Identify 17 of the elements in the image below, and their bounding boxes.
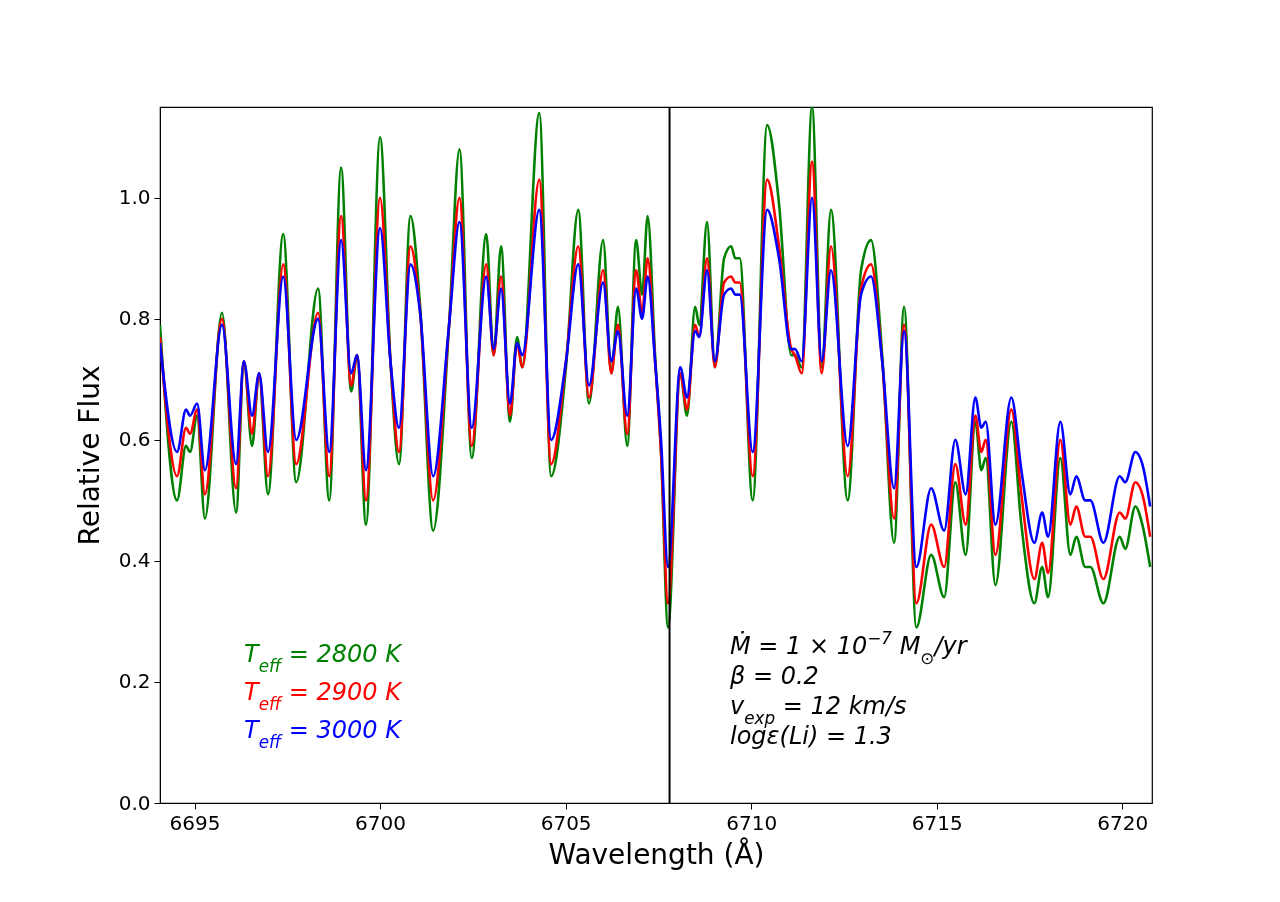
x-tick-label: 6705 bbox=[540, 810, 592, 835]
text: T$_{eff}$ = 3000 K bbox=[244, 716, 404, 752]
x-tick-label: 6700 bbox=[355, 810, 407, 835]
y-tick-label: 0.4 bbox=[118, 548, 151, 573]
x-axis-title: Wavelength (Å) bbox=[548, 836, 765, 871]
y-tick-label: 1.0 bbox=[118, 185, 151, 210]
y-tick-label: 0.6 bbox=[118, 427, 151, 452]
x-tick-label: 6695 bbox=[169, 810, 221, 835]
x-tick-label: 6720 bbox=[1097, 810, 1149, 835]
x-tick-label: 6710 bbox=[726, 810, 778, 835]
x-tick-label: 6715 bbox=[911, 810, 963, 835]
text: T$_{eff}$ = 2800 K bbox=[244, 640, 404, 676]
y-tick-label: 0.8 bbox=[118, 306, 151, 331]
text: T$_{eff}$ = 2900 K bbox=[244, 678, 404, 714]
y-tick-label: 0.0 bbox=[118, 790, 151, 815]
y-axis-title: Relative Flux bbox=[72, 365, 106, 546]
y-tick-label: 0.2 bbox=[118, 669, 151, 694]
